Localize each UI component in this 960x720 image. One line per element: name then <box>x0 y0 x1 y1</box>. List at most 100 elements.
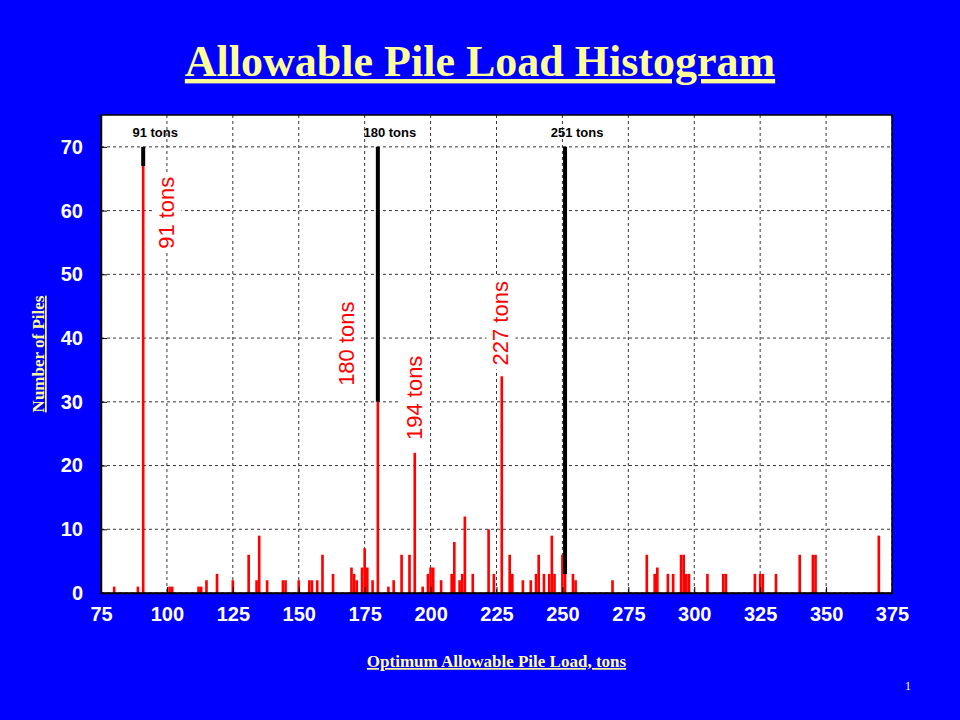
x-tick-label: 350 <box>810 603 843 625</box>
bar <box>350 568 353 593</box>
bar <box>798 555 801 593</box>
x-axis-title: Optimum Allowable Pile Load, tons <box>367 652 627 671</box>
bar <box>529 580 532 593</box>
annotation-text: 194 tons <box>402 356 427 440</box>
bar <box>464 517 467 593</box>
bar <box>572 574 575 593</box>
bar <box>366 568 369 593</box>
reference-line <box>376 147 380 402</box>
bar <box>171 587 174 593</box>
y-tick-mark <box>101 466 107 467</box>
bar <box>311 580 314 593</box>
x-tick: 375 <box>876 587 909 625</box>
y-tick: 30 <box>61 391 107 413</box>
x-tick-mark <box>628 587 629 593</box>
annotation-text: 227 tons <box>488 281 513 365</box>
x-tick-label: 250 <box>546 603 579 625</box>
bar <box>232 580 235 593</box>
x-tick: 225 <box>480 587 513 625</box>
bar <box>321 555 324 593</box>
grid-line <box>364 115 365 593</box>
x-tick-mark <box>562 587 563 593</box>
bar <box>355 580 358 593</box>
x-tick-mark <box>826 587 827 593</box>
reference-label: 91 tons <box>132 125 178 140</box>
bar <box>258 536 261 593</box>
bar <box>363 548 366 593</box>
bar <box>688 574 691 593</box>
y-tick-label: 30 <box>61 391 83 413</box>
bar <box>361 568 364 593</box>
grid-line <box>826 115 827 593</box>
plot-area <box>101 115 892 593</box>
bar <box>387 587 390 593</box>
grid-line <box>101 465 892 466</box>
x-tick-mark <box>497 587 498 593</box>
bar <box>297 580 300 593</box>
x-tick-mark <box>694 587 695 593</box>
annotation-background <box>400 352 429 444</box>
bar <box>761 574 764 593</box>
bar <box>493 574 496 593</box>
grid <box>101 115 892 593</box>
y-tick-label: 0 <box>72 582 83 604</box>
bar <box>142 166 145 593</box>
x-tick: 100 <box>151 587 184 625</box>
bar <box>754 574 757 593</box>
bar <box>877 536 880 593</box>
x-tick: 300 <box>678 587 711 625</box>
y-tick-mark <box>101 147 107 148</box>
annotation-background <box>152 173 181 253</box>
y-tick-label: 40 <box>61 327 83 349</box>
bar <box>656 568 659 593</box>
y-axis: 010203040506070 <box>61 116 107 604</box>
x-tick: 200 <box>414 587 447 625</box>
page-number: 1 <box>905 679 911 693</box>
annotation-text: 180 tons <box>334 301 359 385</box>
bar <box>205 580 208 593</box>
bar <box>537 555 540 593</box>
y-tick-mark <box>101 593 107 594</box>
bar <box>548 574 551 593</box>
reference-label: 180 tons <box>363 125 416 140</box>
bar <box>535 574 538 593</box>
bar <box>266 580 269 593</box>
reference-label: 251 tons <box>551 125 604 140</box>
bar <box>487 529 490 593</box>
x-tick-label: 375 <box>876 603 909 625</box>
bar <box>427 574 430 593</box>
grid-line <box>298 115 299 593</box>
bar <box>413 453 416 593</box>
bar <box>332 574 335 593</box>
x-axis: 75100125150175200225250275300325350375 <box>90 587 909 625</box>
grid-line <box>101 401 892 402</box>
bar <box>706 574 709 593</box>
annotation-background <box>486 277 515 369</box>
grid-line <box>101 210 892 211</box>
bar <box>574 580 577 593</box>
bar <box>168 587 171 593</box>
bar <box>377 402 380 593</box>
x-tick-mark <box>892 587 893 593</box>
bar <box>672 574 675 593</box>
bar <box>216 574 219 593</box>
x-tick-label: 225 <box>480 603 513 625</box>
grid-line <box>232 115 233 593</box>
x-tick-mark <box>233 587 234 593</box>
bar <box>392 580 395 593</box>
bar <box>408 555 411 593</box>
x-tick-label: 125 <box>217 603 250 625</box>
bar <box>247 555 250 593</box>
bar <box>113 587 116 593</box>
bar <box>511 574 514 593</box>
annotation-text: 91 tons <box>154 177 179 249</box>
reference-line <box>141 147 145 166</box>
x-tick: 175 <box>348 587 381 625</box>
bar <box>667 574 670 593</box>
bar <box>282 580 285 593</box>
grid-line <box>628 115 629 593</box>
bar <box>432 568 435 593</box>
bar <box>680 555 683 593</box>
bar <box>458 580 461 593</box>
bar <box>471 574 474 593</box>
